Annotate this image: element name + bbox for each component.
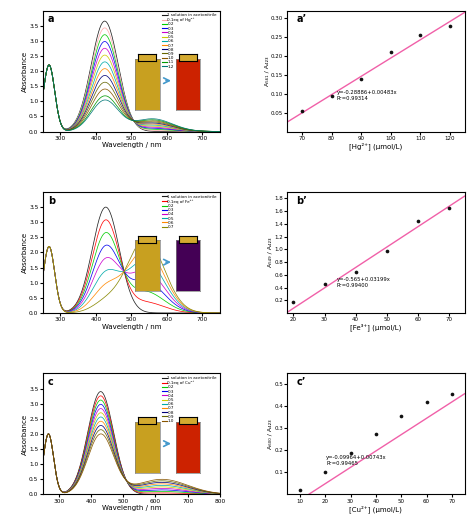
Y-axis label: A₆₀₀ / A₄₂₃: A₆₀₀ / A₄₂₃ [268,419,273,449]
Point [417,31,424,39]
Point [328,92,336,100]
X-axis label: Wavelength / nm: Wavelength / nm [101,142,161,148]
Point [397,412,405,421]
Legend: 1 solution in acetonitrile, 0.1eq of Fe³⁺, 0.2, 0.3, 0.4, 0.5, 0.6, 0.7: 1 solution in acetonitrile, 0.1eq of Fe³… [162,194,218,230]
Point [423,398,430,406]
Text: a: a [48,14,55,24]
Point [352,267,359,276]
Point [347,449,355,457]
Legend: 1 solution in acetonitrile, 0.1eq of Hg²⁺, 0.2, 0.3, 0.4, 0.5, 0.6, 0.7, 0.8, 0.: 1 solution in acetonitrile, 0.1eq of Hg²… [162,13,218,69]
Point [357,74,365,83]
Y-axis label: Absorbance: Absorbance [22,50,28,92]
Point [445,204,453,212]
Point [383,247,391,256]
Text: b: b [48,196,55,206]
Point [321,468,329,477]
Text: y=-0.09964+0.00743x
R²=0.99465: y=-0.09964+0.00743x R²=0.99465 [326,455,387,466]
Text: c’: c’ [296,377,306,387]
X-axis label: Wavelength / nm: Wavelength / nm [101,323,161,329]
Point [446,22,454,30]
Y-axis label: Absorbance: Absorbance [22,413,28,454]
Point [414,216,422,225]
Point [298,106,306,115]
Y-axis label: Absorbance: Absorbance [22,232,28,273]
Y-axis label: A₅₄₉ / A₄₂₃: A₅₄₉ / A₄₂₃ [268,238,273,267]
Text: c: c [48,377,54,387]
Text: y=-0.28886+0.00483x
R²=0.99314: y=-0.28886+0.00483x R²=0.99314 [337,90,398,100]
Text: a’: a’ [296,14,306,24]
Point [372,430,380,438]
Legend: 1 solution in acetonitrile, 0.1eq of Cu²⁺, 0.2, 0.3, 0.4, 0.5, 0.6, 0.7, 0.8, 0.: 1 solution in acetonitrile, 0.1eq of Cu²… [162,376,218,424]
Point [448,390,456,399]
Point [290,297,297,306]
X-axis label: Wavelength / nm: Wavelength / nm [101,505,161,511]
X-axis label: [Fe³⁺] (μmol/L): [Fe³⁺] (μmol/L) [350,323,401,331]
X-axis label: [Cu²⁺] (μmol/L): [Cu²⁺] (μmol/L) [349,505,402,513]
Text: y=-0.565+0.03199x
R²=0.99400: y=-0.565+0.03199x R²=0.99400 [337,277,391,288]
Text: b’: b’ [296,196,307,206]
Point [321,280,328,289]
Y-axis label: A₅₆₁ / A₄₂₃: A₅₆₁ / A₄₂₃ [264,56,269,86]
Point [387,48,394,56]
Point [296,486,304,494]
X-axis label: [Hg²⁺] (μmol/L): [Hg²⁺] (μmol/L) [349,142,402,150]
